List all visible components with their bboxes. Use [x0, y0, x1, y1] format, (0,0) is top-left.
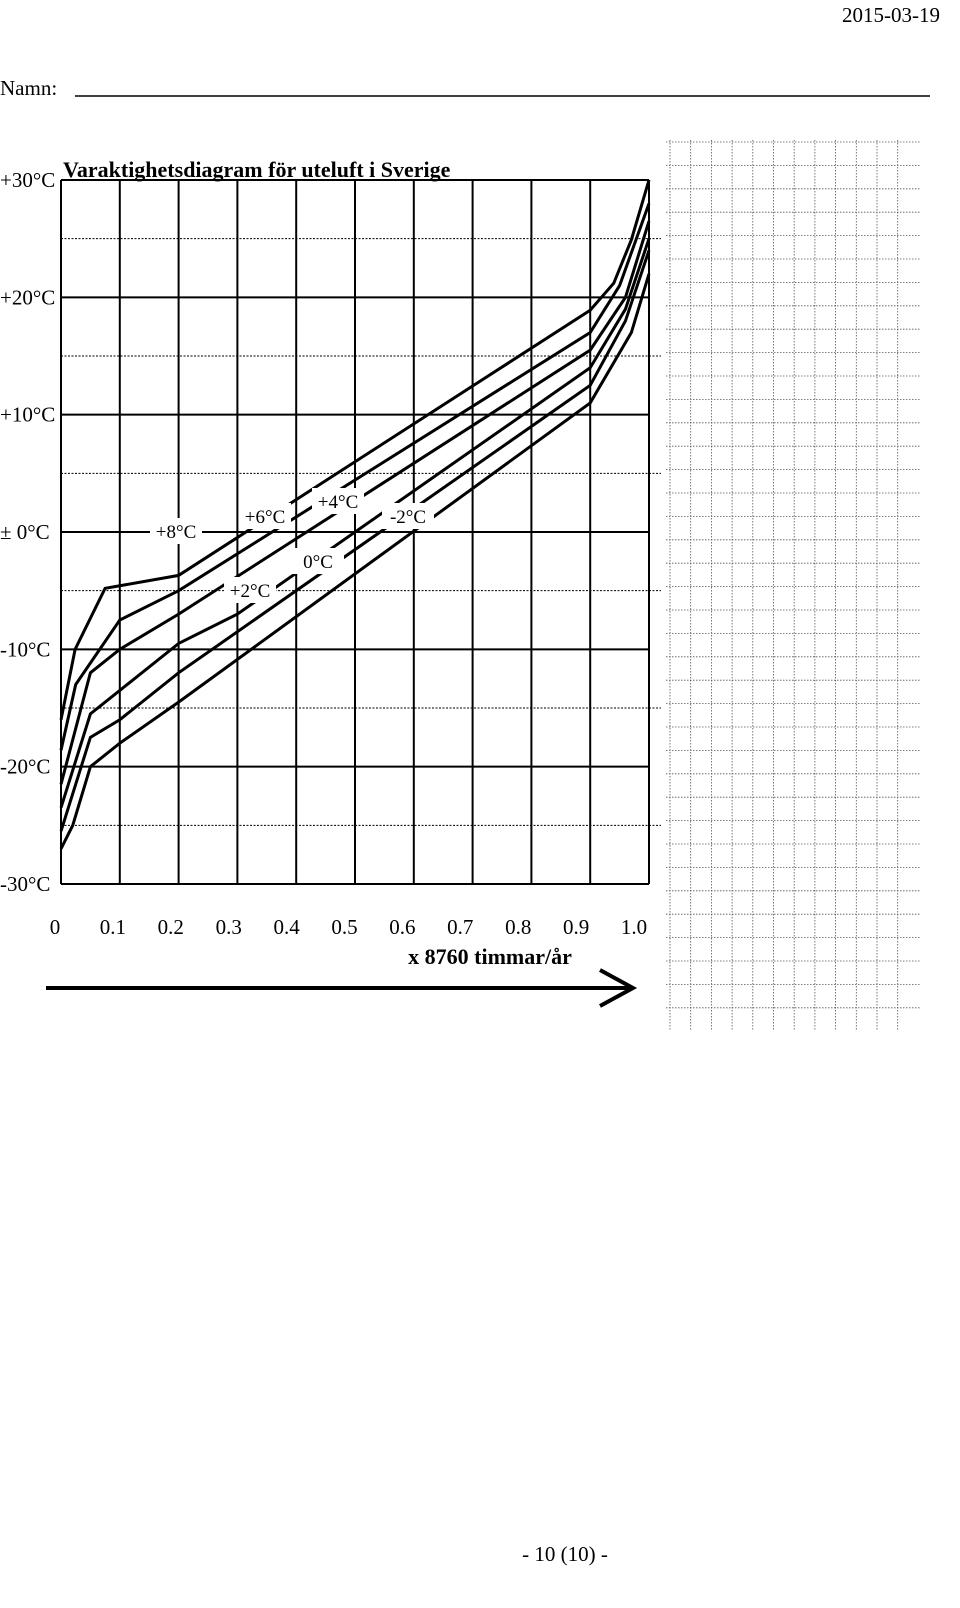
curve-label-bg — [312, 488, 364, 514]
x-tick-label: 0.6 — [389, 915, 415, 939]
x-tick-label: 0.5 — [331, 915, 357, 939]
curve-label: 0°C — [303, 552, 333, 573]
page-number: - 10 (10) - — [522, 1542, 608, 1566]
line — [59, 179, 651, 721]
curve-label: +8°C — [156, 522, 197, 543]
x-tick-label: 0.9 — [563, 915, 589, 939]
curve-label-bg — [224, 577, 276, 603]
x-axis-label: x 8760 timmar/år — [408, 944, 572, 969]
chart-title: Varaktighetsdiagram för uteluft i Sverig… — [63, 157, 451, 182]
curve-label-bg — [239, 503, 291, 529]
line — [59, 220, 651, 785]
line — [59, 273, 651, 850]
arrow-head — [599, 968, 638, 1008]
date: 2015-03-19 — [842, 3, 940, 27]
x-tick-label: 0 — [50, 915, 61, 939]
curve-label-bg — [150, 518, 202, 544]
x-tick-label: 1.0 — [621, 915, 647, 939]
line — [59, 238, 651, 809]
curve-label: -2°C — [390, 507, 426, 528]
x-tick-label: 0.8 — [505, 915, 531, 939]
curve-label-bg — [382, 503, 434, 529]
y-tick-label: +10°C — [0, 403, 55, 427]
line — [59, 202, 651, 751]
y-tick-label: ± 0°C — [0, 520, 50, 544]
line — [59, 249, 651, 832]
y-tick-label: -30°C — [0, 872, 50, 896]
name-label: Namn: — [0, 76, 57, 100]
x-tick-label: 0.4 — [273, 915, 300, 939]
curve-label: +6°C — [245, 507, 286, 528]
curve-label: +2°C — [230, 581, 271, 602]
x-tick-label: 0.7 — [447, 915, 473, 939]
y-tick-label: -20°C — [0, 755, 50, 779]
y-tick-label: +20°C — [0, 285, 55, 309]
curve-label-bg — [292, 548, 344, 574]
x-tick-label: 0.3 — [216, 915, 242, 939]
y-tick-label: +30°C — [0, 168, 55, 192]
y-tick-label: -10°C — [0, 637, 50, 661]
x-tick-label: 0.1 — [100, 915, 126, 939]
x-tick-label: 0.2 — [158, 915, 184, 939]
curve-label: +4°C — [318, 492, 359, 513]
